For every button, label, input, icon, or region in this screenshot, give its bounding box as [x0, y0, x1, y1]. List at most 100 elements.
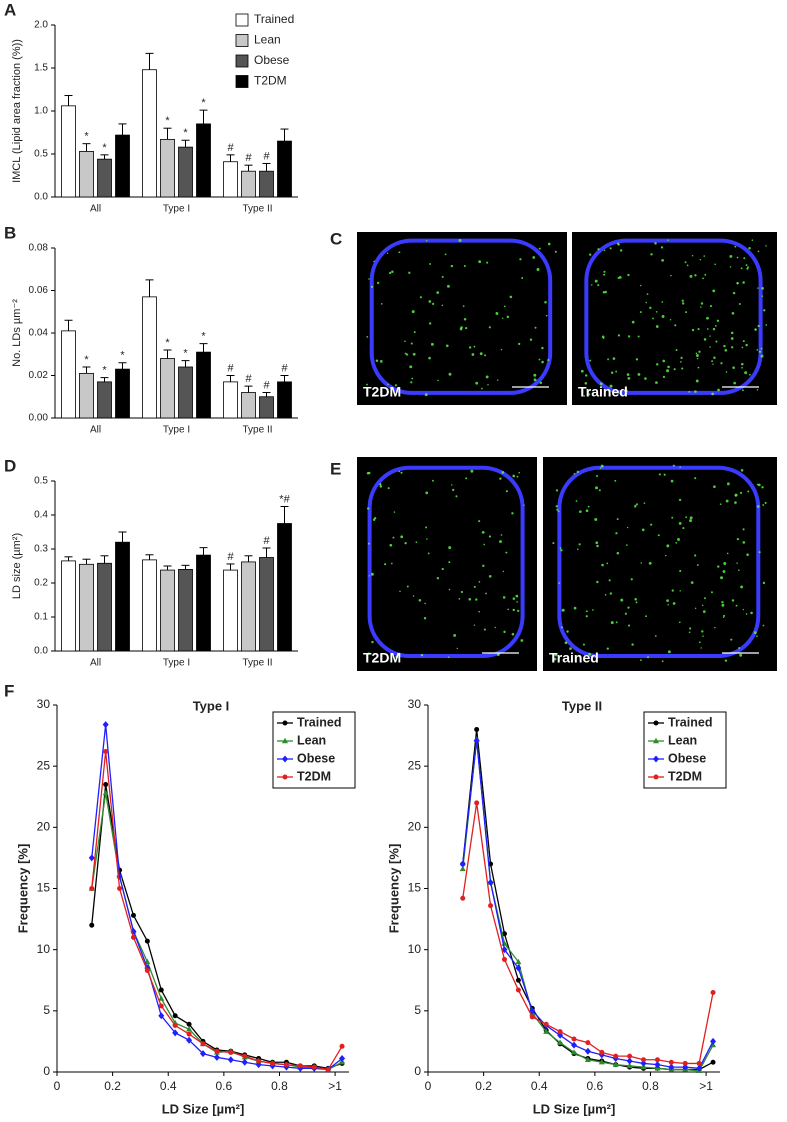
lipid-droplet [681, 302, 685, 305]
annotation: # [263, 150, 270, 162]
lipid-droplet [488, 574, 492, 578]
lipid-droplet [696, 354, 699, 358]
lipid-droplet [585, 610, 588, 613]
panel-label: D [4, 456, 16, 475]
bar [97, 158, 112, 198]
x-axis-label: LD Size [µm²] [162, 1101, 245, 1116]
marker [584, 1047, 591, 1055]
lipid-droplet [591, 284, 593, 286]
panel-label: C [330, 229, 342, 248]
lipid-droplet [688, 390, 691, 393]
lipid-droplet [706, 328, 709, 330]
lipid-droplet [617, 334, 621, 337]
lipid-droplet [747, 490, 750, 493]
lipid-droplet [637, 335, 640, 338]
y-tick-label: 20 [37, 820, 51, 834]
y-tick-label: 2.0 [34, 20, 48, 31]
marker [213, 1053, 220, 1061]
lipid-droplet [688, 631, 691, 634]
y-tick-label: 25 [37, 758, 51, 772]
x-tick-label: 0.6 [216, 1079, 233, 1093]
error-bar [199, 343, 208, 353]
marker [311, 1064, 317, 1070]
lipid-droplet [655, 381, 658, 384]
lipid-droplet [630, 578, 633, 581]
lipid-droplet [594, 279, 598, 283]
lipid-droplet [478, 580, 481, 583]
lipid-droplet [400, 535, 404, 539]
y-tick-label: 0.5 [34, 149, 48, 160]
lipid-droplet [447, 656, 450, 659]
marker [242, 1053, 248, 1059]
y-tick-label: 30 [37, 697, 51, 711]
lipid-droplet [458, 239, 462, 242]
bar [277, 140, 292, 198]
bar [178, 146, 193, 198]
lipid-droplet [723, 344, 726, 348]
lipid-droplet [709, 305, 713, 308]
lipid-droplet [544, 301, 547, 304]
lipid-droplet [736, 256, 739, 259]
panel-label: A [4, 0, 16, 19]
lipid-droplet [677, 538, 680, 541]
lipid-droplet [380, 395, 383, 398]
lipid-droplet [556, 508, 559, 511]
lipid-droplet [418, 598, 422, 602]
lipid-droplet [757, 324, 760, 328]
lipid-droplet [585, 615, 588, 618]
y-axis-label: Frequency [%] [386, 844, 401, 934]
lipid-droplet [419, 296, 422, 299]
lipid-droplet [368, 575, 371, 577]
lipid-droplet [391, 270, 394, 273]
lipid-droplet [473, 624, 476, 626]
lipid-droplet [501, 470, 505, 474]
lipid-droplet [597, 284, 600, 287]
marker [641, 1057, 647, 1063]
error-bar [118, 362, 127, 370]
lipid-droplet [373, 260, 375, 263]
series-line [462, 739, 714, 1072]
x-tick-label: 0.2 [104, 1079, 121, 1093]
lipid-droplet [589, 253, 592, 256]
lipid-droplet [606, 647, 609, 650]
lipid-droplet [406, 585, 409, 588]
marker [474, 800, 480, 806]
y-tick-label: 0.04 [29, 328, 49, 339]
lipid-droplet [706, 316, 709, 320]
lipid-droplet [717, 565, 720, 568]
lipid-droplet [413, 331, 416, 334]
lipid-droplet [726, 482, 730, 486]
lipid-droplet [597, 248, 600, 251]
lipid-droplet [717, 388, 720, 392]
lipid-droplet [672, 464, 675, 467]
marker [515, 958, 522, 965]
image-label: Trained [549, 650, 599, 666]
x-tick-label: Type II [242, 658, 272, 669]
lipid-droplet [726, 552, 729, 555]
lipid-droplet [552, 542, 555, 545]
lipid-droplet [641, 528, 645, 532]
y-tick-label: 10 [37, 942, 51, 956]
lipid-droplet [512, 474, 516, 478]
lipid-droplet [576, 470, 579, 473]
lipid-droplet [436, 291, 440, 295]
lipid-droplet [691, 255, 694, 257]
lipid-droplet [600, 464, 604, 468]
marker [571, 1041, 577, 1049]
lipid-droplet [703, 338, 707, 341]
lipid-droplet [532, 256, 536, 259]
marker [626, 1057, 633, 1065]
lipid-droplet [741, 346, 744, 349]
lipid-droplet [420, 653, 424, 657]
lipid-droplet [751, 239, 754, 242]
annotation: * [201, 331, 206, 343]
lipid-droplet [371, 640, 374, 644]
error-bar [100, 377, 109, 382]
lipid-droplet [729, 254, 733, 258]
lipid-droplet [578, 510, 582, 514]
lipid-droplet [404, 352, 407, 355]
lipid-droplet [462, 305, 465, 308]
lipid-droplet [667, 239, 669, 241]
annotation: * [165, 115, 170, 127]
